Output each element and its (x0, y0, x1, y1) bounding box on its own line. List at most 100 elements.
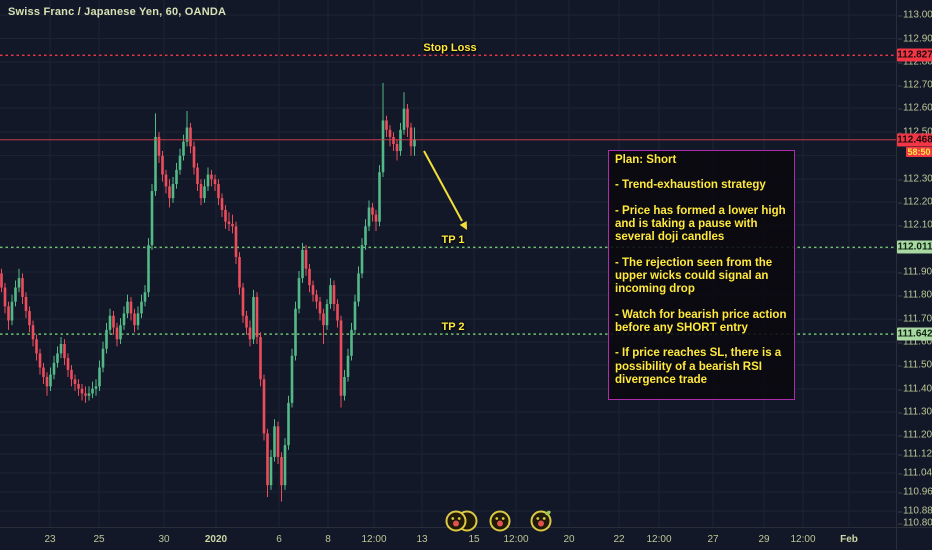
heart-eyes-emoji-eye (457, 517, 461, 520)
candle-body (259, 336, 262, 380)
candle-body (210, 174, 213, 180)
candle-body (399, 129, 402, 152)
candle-body (245, 315, 248, 328)
time-axis-label: 6 (276, 534, 282, 545)
price-axis-label: 111.120 (898, 449, 932, 460)
candle-body (262, 379, 266, 434)
emoji-stickers[interactable] (438, 504, 564, 544)
candle-body (402, 108, 406, 130)
surprised-face-emoji-eye (495, 517, 499, 520)
candle-body (140, 301, 143, 314)
candle-body (255, 296, 259, 337)
price-axis-label: 112.600 (897, 103, 932, 114)
candle-body (136, 313, 140, 326)
candle-body (17, 278, 21, 288)
candle-body (150, 191, 154, 246)
candle-body (343, 376, 346, 396)
candle-body (392, 136, 395, 144)
candle-body (364, 226, 367, 246)
price-axis-label: 110.800 (897, 518, 932, 529)
candle-body (203, 186, 206, 199)
candle-body (311, 285, 315, 295)
candle-body (336, 304, 339, 321)
price-axis-label: 112.200 (897, 197, 932, 208)
time-axis-label: 15 (468, 534, 480, 545)
heart-eyes-emoji-mouth (453, 520, 459, 527)
time-axis-label: 12:00 (790, 534, 816, 545)
candle-body (119, 325, 122, 340)
candle-body (70, 369, 73, 380)
time-axis-label: 25 (93, 534, 105, 545)
candle-body (87, 393, 91, 396)
bar-countdown-tag: 58:50 (906, 146, 932, 157)
annotation-arrow[interactable] (423, 150, 463, 222)
candle-body (301, 249, 304, 279)
candle-body (147, 245, 150, 293)
candle-body (276, 426, 280, 457)
candle-body (227, 221, 231, 224)
candle-body (178, 155, 182, 170)
take-profit-1-price-tag: 112.011 (897, 240, 932, 254)
price-axis-label: 111.400 (898, 384, 932, 395)
candle-body (290, 355, 294, 403)
candle-body (315, 294, 318, 302)
time-axis-label: 22 (613, 534, 625, 545)
symbol-title: Swiss Franc / Japanese Yen, 60, OANDA (8, 6, 227, 18)
candle-body (241, 287, 245, 316)
candle-body (14, 287, 17, 302)
stop-loss-label[interactable]: Stop Loss (423, 42, 477, 55)
candle-body (182, 141, 185, 156)
price-axis[interactable]: 113.000 112.900 112.800 112.700 112.600 112.5… (896, 0, 932, 529)
candle-body (108, 315, 112, 330)
candle-body (126, 301, 129, 314)
candle-body (346, 355, 350, 377)
candle-body (7, 306, 10, 321)
candle-body (133, 313, 136, 326)
candle-body (371, 207, 374, 215)
candle-body (224, 209, 227, 222)
take-profit-1-label[interactable]: TP 1 (441, 234, 465, 247)
candle-body (294, 308, 297, 356)
candle-body (98, 367, 101, 387)
candle-body (231, 224, 234, 227)
candle-body (164, 174, 168, 187)
candle-body (287, 402, 290, 446)
time-axis-label: Feb (840, 534, 858, 545)
chart-canvas[interactable]: Swiss Franc / Japanese Yen, 60, OANDA St… (0, 0, 896, 527)
time-axis-label: 12:00 (646, 534, 672, 545)
note-title: Plan: Short (615, 154, 677, 166)
candle-body (378, 172, 381, 222)
candle-body (175, 169, 178, 184)
candle-body (91, 388, 94, 394)
price-axis-label: 111.600 (898, 337, 932, 348)
take-profit-2-label[interactable]: TP 2 (441, 321, 465, 334)
candle-body (360, 245, 364, 274)
candle-body (157, 136, 161, 156)
candle-body (206, 174, 210, 187)
candle-body (129, 301, 133, 314)
candle-body (3, 287, 7, 307)
candle-body (234, 226, 238, 257)
candle-body (381, 120, 385, 173)
tongue-out-emoji-mouth (538, 520, 544, 527)
candle-body (409, 127, 413, 147)
price-axis-label: 112.500 (897, 127, 932, 138)
candle-body (196, 167, 199, 184)
time-axis-label: 13 (416, 534, 428, 545)
candle-body (318, 301, 322, 314)
time-axis-label: 23 (44, 534, 56, 545)
candle-body (112, 315, 115, 328)
price-axis-label: 112.700 (897, 80, 932, 91)
stop-loss-price-tag: 112.827 (897, 48, 932, 62)
candle-body (192, 146, 196, 168)
candle-body (10, 301, 14, 321)
trade-plan-note[interactable]: Plan: Short - Trend-exhaustion strategy -… (608, 150, 795, 400)
note-paragraph: - Price has formed a lower high and is t… (615, 204, 786, 244)
candle-body (339, 320, 343, 396)
tongue-out-emoji-leaf (545, 510, 551, 516)
candle-body (24, 296, 28, 312)
candle-body (56, 353, 59, 363)
candle-body (77, 384, 80, 389)
candle-body (350, 329, 353, 356)
candle-body (35, 339, 38, 354)
